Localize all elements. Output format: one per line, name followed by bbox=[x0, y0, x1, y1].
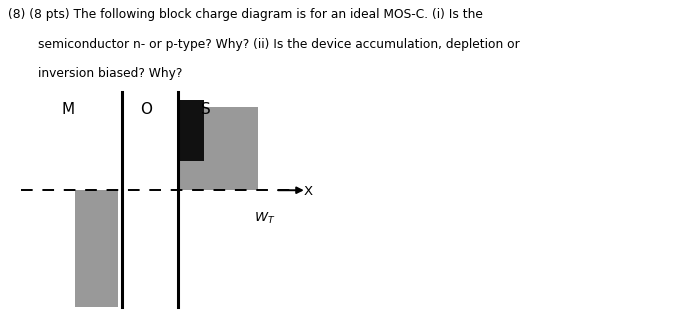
Text: O: O bbox=[140, 102, 153, 117]
Text: (8) (8 pts) The following block charge diagram is for an ideal MOS-C. (i) Is the: (8) (8 pts) The following block charge d… bbox=[8, 8, 483, 21]
Bar bbox=[178, 107, 258, 190]
Text: inversion biased? Why?: inversion biased? Why? bbox=[38, 67, 183, 80]
Text: $W_T$: $W_T$ bbox=[254, 211, 275, 226]
Bar bbox=[75, 190, 118, 307]
Text: S: S bbox=[201, 102, 210, 117]
Bar bbox=[178, 100, 204, 161]
Text: M: M bbox=[62, 102, 75, 117]
Text: semiconductor n- or p-type? Why? (ii) Is the device accumulation, depletion or: semiconductor n- or p-type? Why? (ii) Is… bbox=[38, 38, 520, 51]
Text: X: X bbox=[303, 185, 312, 198]
